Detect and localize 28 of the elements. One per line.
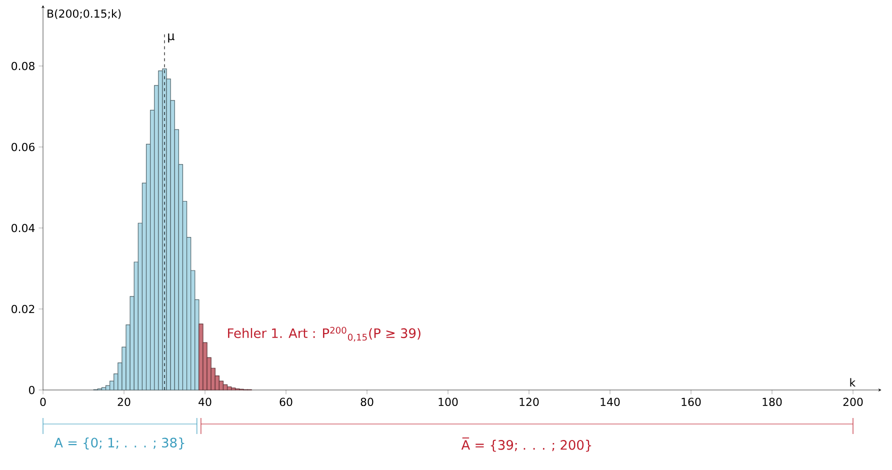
annotation: Fehler 1. Art : P$^{200}$$_{0,15}$(P ≥ 39) [228, 326, 420, 342]
text: A̅ = {39; . . . ; 200} [461, 438, 592, 452]
x-tick-label: 140 [600, 398, 620, 406]
ref-line-label: μ [168, 34, 174, 43]
bar [101, 387, 106, 390]
y-tick-label: 0.08 [12, 62, 34, 70]
x-tick-label: 120 [520, 398, 539, 406]
x-tick-label: 160 [682, 398, 701, 406]
bar [105, 385, 110, 390]
y-tick-label: 0.04 [12, 224, 35, 232]
x-tick-label: 100 [438, 398, 458, 406]
bar [231, 388, 236, 390]
x-tick-label: 0 [40, 398, 46, 406]
y-tick-label: 0 [28, 386, 34, 394]
x-tick-label: 20 [118, 398, 130, 406]
y-axis-title: B(200;0.15;k) [48, 9, 121, 20]
x-tick-label: 80 [360, 398, 374, 406]
bar [226, 386, 232, 390]
x-tick-label: 180 [762, 398, 782, 406]
x-tick-label: 60 [280, 398, 292, 406]
y-tick-label: 0.02 [12, 304, 34, 314]
x-tick-label: 200 [843, 398, 863, 406]
x-axis-title: k [850, 378, 856, 386]
y-tick-label: 0.06 [12, 142, 35, 152]
bar [198, 324, 204, 390]
x-tick-label: 40 [198, 398, 212, 406]
bar [222, 384, 228, 390]
text: A = {0; 1; . . . ; 38} [54, 438, 184, 450]
